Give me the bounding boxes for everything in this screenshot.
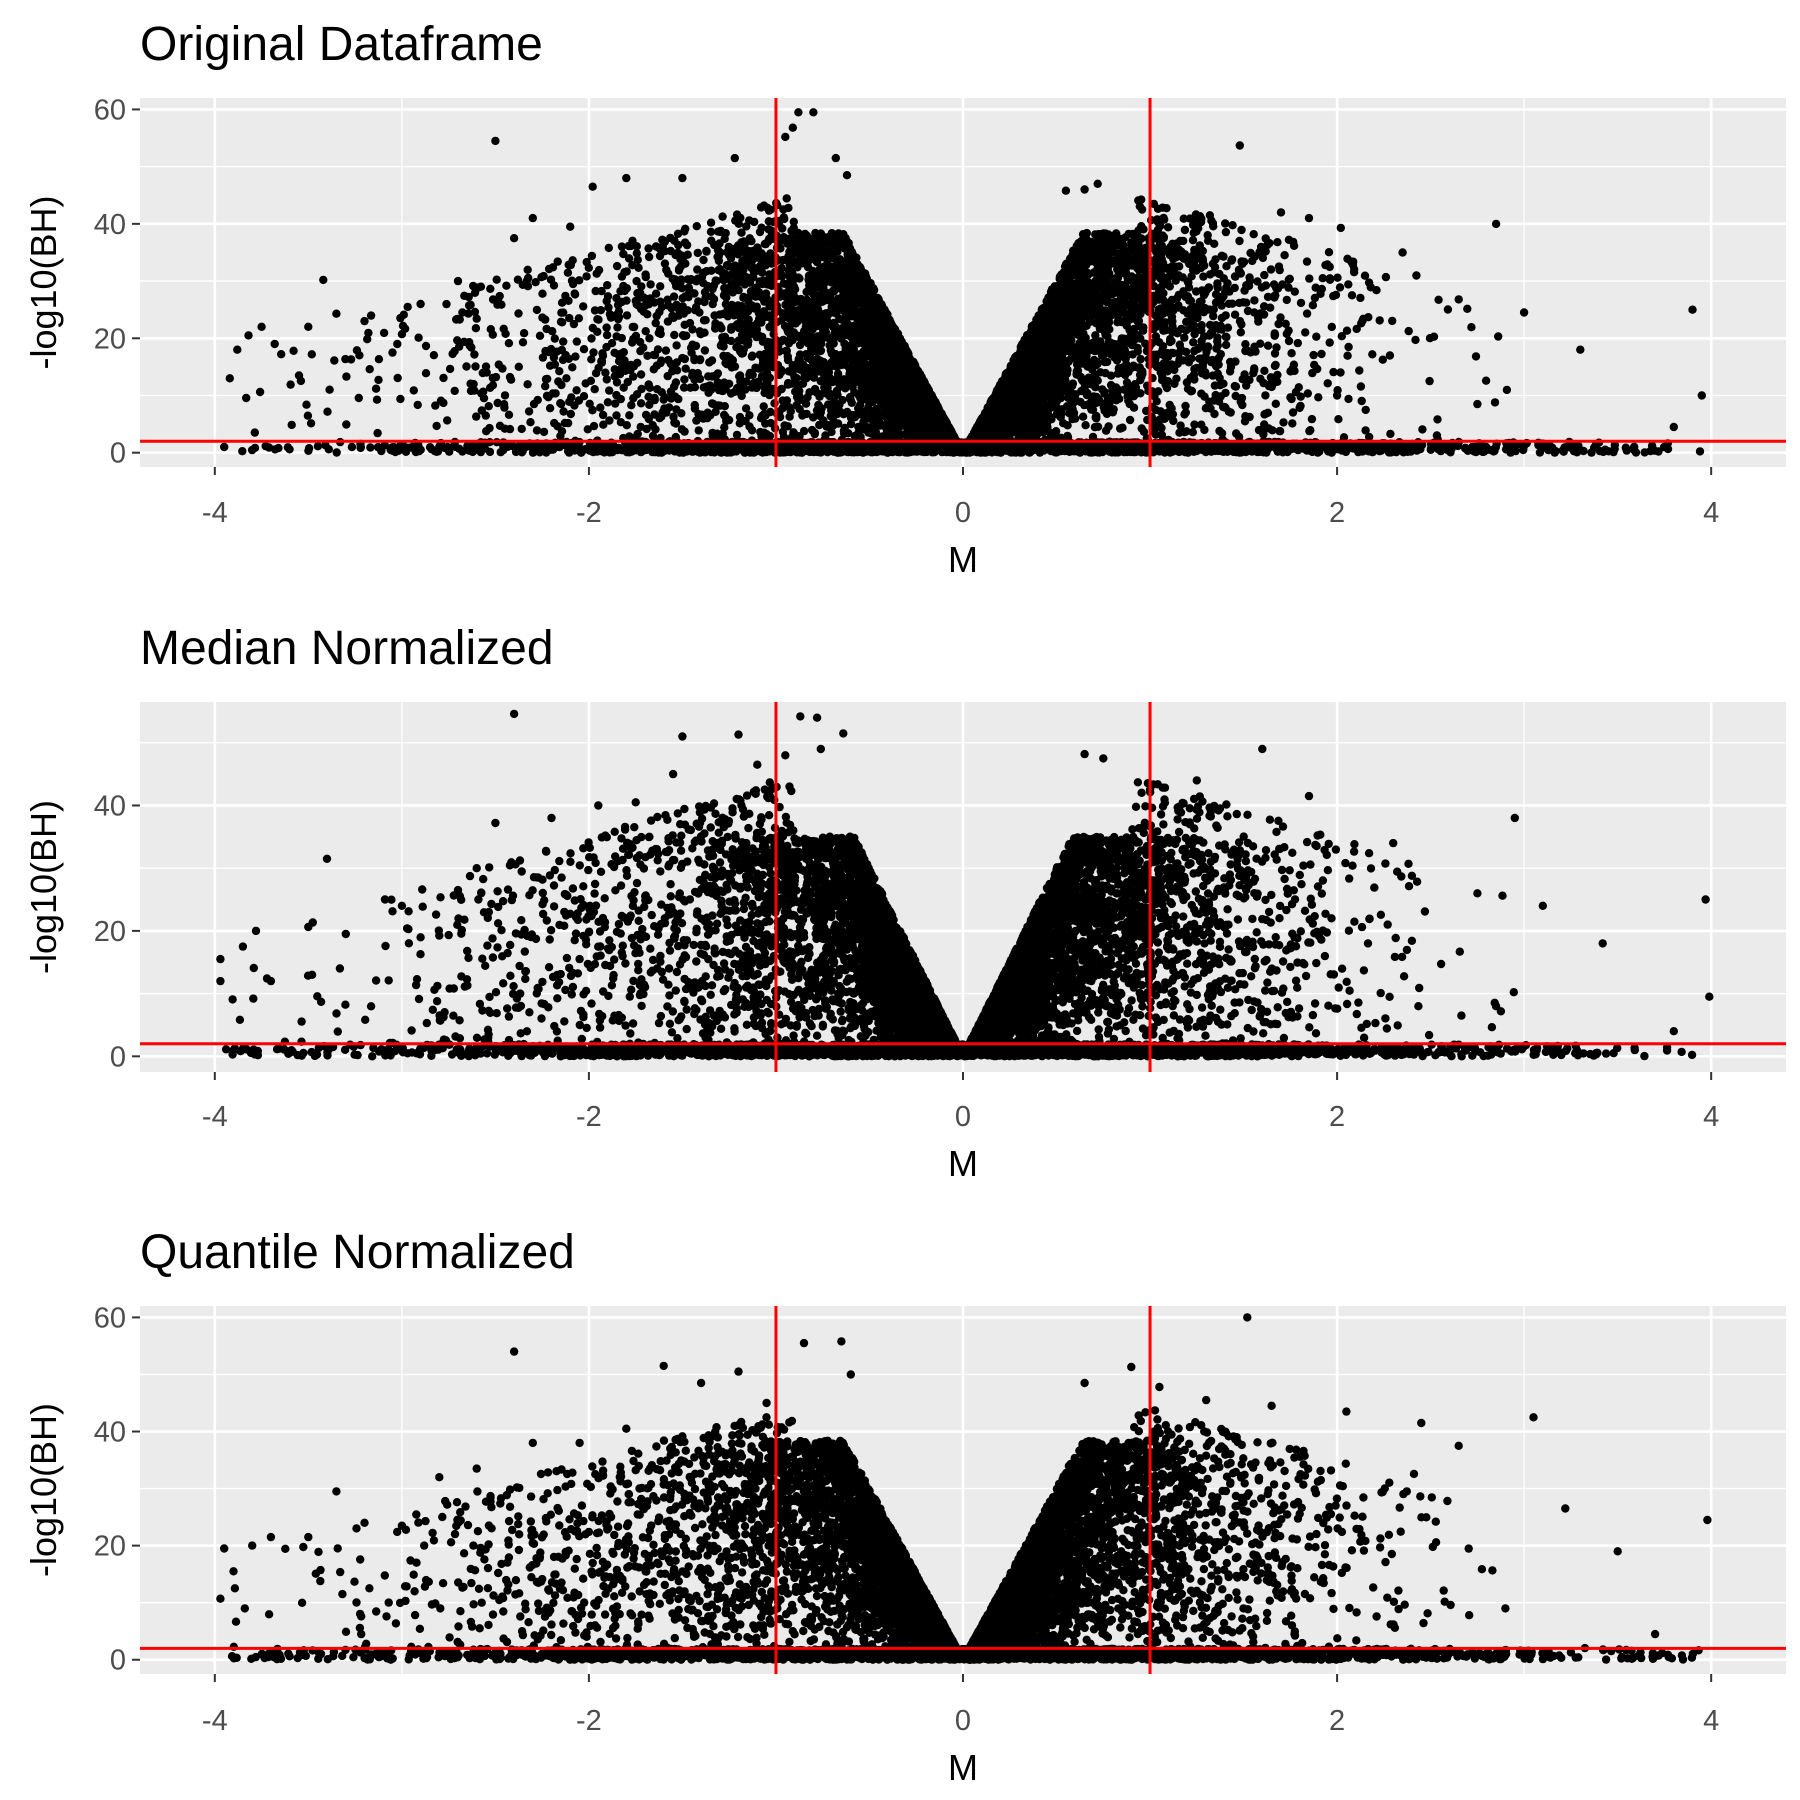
data-point bbox=[1293, 338, 1303, 348]
data-point bbox=[1124, 367, 1133, 377]
data-point bbox=[1136, 354, 1145, 364]
data-point bbox=[1180, 333, 1189, 342]
data-point bbox=[1106, 371, 1116, 380]
data-point bbox=[1100, 306, 1110, 315]
data-point bbox=[1125, 415, 1135, 425]
data-point bbox=[1077, 375, 1087, 385]
data-point bbox=[802, 409, 811, 419]
data-point bbox=[1067, 388, 1076, 398]
data-point bbox=[838, 395, 847, 405]
data-point bbox=[1080, 305, 1089, 315]
data-points bbox=[220, 108, 1707, 457]
chart-panel-1: Original Dataframe-4 -2 0 2 40204060M-log10(… bbox=[23, 18, 1786, 580]
data-point bbox=[1065, 256, 1074, 266]
data-point bbox=[1091, 331, 1100, 340]
data-point bbox=[1124, 381, 1133, 391]
data-point bbox=[670, 330, 679, 340]
data-point bbox=[559, 337, 568, 346]
data-point bbox=[1087, 395, 1097, 404]
data-point bbox=[1104, 258, 1114, 267]
data-point bbox=[801, 322, 811, 331]
data-point bbox=[1100, 389, 1109, 398]
data-point bbox=[699, 255, 708, 265]
data-point bbox=[662, 265, 671, 275]
data-point bbox=[839, 426, 849, 436]
data-point bbox=[1092, 414, 1101, 423]
data-point bbox=[804, 276, 814, 285]
data-point bbox=[1059, 419, 1068, 428]
data-point bbox=[693, 265, 702, 274]
data-point bbox=[865, 398, 874, 407]
data-point bbox=[613, 323, 622, 332]
data-point bbox=[1076, 397, 1085, 407]
data-point bbox=[801, 350, 811, 359]
data-point bbox=[800, 370, 809, 379]
data-point bbox=[1101, 426, 1111, 435]
data-point bbox=[827, 349, 836, 358]
data-point bbox=[1057, 409, 1066, 418]
data-point bbox=[1080, 231, 1089, 241]
chart-title: Original Dataframe bbox=[140, 18, 543, 71]
data-point bbox=[846, 419, 856, 429]
data-point bbox=[1113, 265, 1122, 274]
data-point bbox=[807, 425, 817, 435]
